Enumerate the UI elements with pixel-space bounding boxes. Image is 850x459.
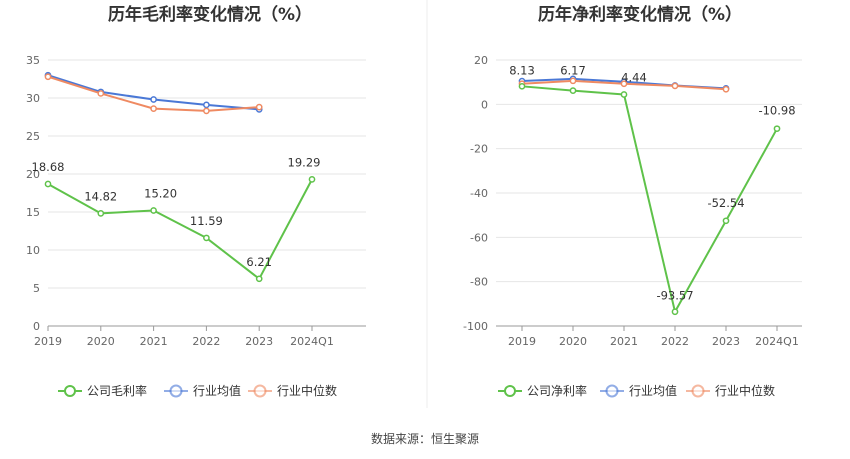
- data-label: 6.17: [560, 64, 586, 78]
- legend-item-1: 公司净利率: [498, 383, 587, 398]
- data-label: -93.57: [656, 289, 693, 303]
- x-tick-label: 2020: [87, 335, 115, 348]
- y-tick-label: 20: [26, 168, 40, 181]
- y-tick-label: 15: [26, 206, 40, 219]
- chart-title: 历年毛利率变化情况（%）: [108, 4, 312, 25]
- legend-item-1: 公司毛利率: [58, 383, 147, 398]
- data-label: 18.68: [32, 160, 65, 174]
- legend-marker: [605, 384, 619, 398]
- data-label: 15.20: [144, 186, 177, 200]
- data-label: 11.59: [190, 214, 223, 228]
- data-point: [671, 308, 679, 316]
- legend-label: 公司净利率: [527, 383, 587, 398]
- data-label: 6.21: [246, 255, 272, 269]
- chart-1: 历年毛利率变化情况（%） 0 5 10 15 20 25 30 35 2019 2020 2021 20…: [26, 4, 366, 398]
- y-tick-label: 0: [481, 98, 488, 111]
- data-point: [255, 275, 263, 283]
- legend-marker: [253, 384, 267, 398]
- legend-label: 行业中位数: [715, 383, 775, 398]
- data-point: [773, 125, 781, 133]
- data-point: [722, 217, 730, 225]
- data-point: [518, 82, 526, 90]
- legend-item-2: 行业均值: [600, 383, 677, 398]
- data-label: -10.98: [758, 104, 795, 118]
- legend-marker: [64, 385, 76, 397]
- data-point: [44, 73, 52, 81]
- x-tick-label: 2020: [559, 335, 587, 348]
- legend-item-2: 行业均值: [164, 383, 241, 398]
- data-label: 19.29: [288, 155, 321, 169]
- series-line-2: [47, 74, 260, 111]
- data-point: [150, 96, 157, 103]
- y-tick-label: 35: [26, 54, 40, 67]
- legend-item-3: 行业中位数: [248, 383, 337, 398]
- y-tick-label: 25: [26, 130, 40, 143]
- y-tick-label: -100: [463, 320, 488, 333]
- chart-title: 历年净利率变化情况（%）: [538, 4, 742, 25]
- chart-2: 历年净利率变化情况（%） -100 -80 -60 -40 -20 0 20 2019 2020 2…: [463, 4, 802, 398]
- data-point: [569, 87, 577, 95]
- legend-item-3: 行业中位数: [686, 383, 775, 398]
- data-point: [620, 80, 628, 88]
- data-point: [620, 91, 628, 98]
- y-tick-label: -20: [470, 143, 488, 156]
- legend-label: 行业中位数: [277, 383, 337, 398]
- data-point: [150, 105, 157, 112]
- data-point: [671, 82, 679, 90]
- y-tick-label: -40: [470, 187, 488, 200]
- x-tick-label: 2021: [140, 335, 168, 348]
- legend-label: 行业均值: [629, 383, 677, 398]
- y-tick-label: 30: [26, 92, 40, 105]
- data-label: 4.44: [621, 70, 647, 84]
- data-label: 8.13: [509, 63, 535, 77]
- series-line-1: [521, 85, 778, 313]
- data-point: [203, 101, 210, 109]
- data-label: 14.82: [84, 189, 117, 203]
- x-tick-label: 2023: [712, 335, 740, 348]
- data-point: [255, 103, 263, 111]
- legend-marker: [169, 384, 183, 398]
- legend-label: 行业均值: [193, 383, 241, 398]
- x-tick-label: 2019: [34, 335, 62, 348]
- x-tick-label: 2022: [192, 335, 220, 348]
- data-point: [44, 180, 52, 188]
- data-point: [97, 90, 105, 97]
- x-tick-label: 2024Q1: [290, 335, 334, 348]
- source-note: 数据来源：恒生聚源: [371, 431, 479, 446]
- x-tick-label: 2022: [661, 335, 689, 348]
- y-tick-label: -80: [470, 276, 488, 289]
- y-tick-label: 5: [33, 282, 40, 295]
- y-tick-label: -60: [470, 231, 488, 244]
- data-point: [150, 207, 157, 214]
- data-point: [722, 85, 730, 93]
- legend-marker: [691, 384, 705, 398]
- y-tick-label: 20: [474, 54, 488, 67]
- x-tick-label: 2021: [610, 335, 638, 348]
- data-label: -52.54: [707, 196, 744, 210]
- data-point: [203, 234, 210, 242]
- series-line-1: [47, 178, 313, 280]
- x-tick-label: 2024Q1: [755, 335, 799, 348]
- x-tick-label: 2019: [508, 335, 536, 348]
- data-point: [308, 176, 316, 183]
- legend-label: 公司毛利率: [87, 383, 147, 398]
- y-tick-label: 0: [33, 320, 40, 333]
- legend-marker: [504, 385, 516, 397]
- data-point: [97, 210, 105, 217]
- data-point: [203, 107, 210, 115]
- y-tick-label: 10: [26, 244, 40, 257]
- x-tick-label: 2023: [245, 335, 273, 348]
- data-point: [569, 77, 577, 85]
